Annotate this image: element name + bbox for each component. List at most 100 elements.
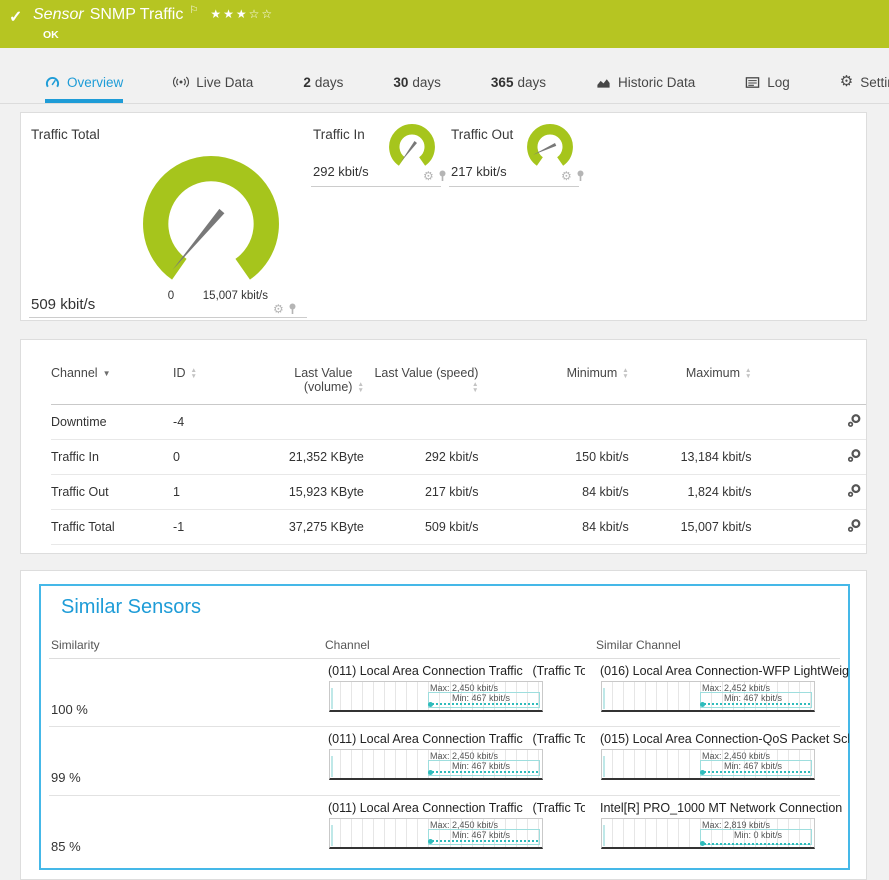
- column-header-similarity: Similarity: [51, 638, 100, 652]
- gauge-total-label: Traffic Total: [31, 127, 100, 142]
- channel-link[interactable]: (011) Local Area Connection Traffic (Tra…: [323, 731, 585, 747]
- similarity-value: 100 %: [51, 702, 88, 717]
- gauge-in-label: Traffic In: [313, 127, 365, 142]
- similar-sensors-box: Similar Sensors Similarity Channel Simil…: [39, 584, 850, 870]
- channel-settings-icon[interactable]: [847, 518, 862, 533]
- pin-icon[interactable]: [576, 170, 585, 182]
- tab-label: Log: [767, 75, 790, 90]
- tab-bar: Overview Live Data 2 days 30 days 365 da…: [0, 62, 889, 104]
- tab-label: days: [412, 75, 441, 90]
- gear-icon[interactable]: ⚙: [561, 170, 572, 182]
- channel-name: Traffic Total: [51, 510, 173, 545]
- gear-icon[interactable]: ⚙: [273, 303, 284, 315]
- channel-table: Channel▼ ID▲▼ Last Value (volume)▲▼ Last…: [51, 358, 866, 545]
- similar-sensors-header-row: Similarity Channel Similar Channel: [49, 636, 840, 659]
- channel-settings-icon[interactable]: [847, 413, 862, 428]
- column-header-channel: Channel: [325, 638, 370, 652]
- gear-icon: ⚙: [840, 76, 853, 88]
- flag-icon[interactable]: ⚐: [189, 5, 198, 16]
- similar-sensors-title: Similar Sensors: [61, 596, 201, 619]
- traffic-in-gauge: [387, 122, 437, 172]
- mini-graph-max: Max: 2,819 kbit/s: [602, 820, 770, 830]
- tab-overview[interactable]: Overview: [45, 62, 123, 103]
- column-header-last-value-volume[interactable]: Last Value (volume)▲▼: [264, 358, 364, 405]
- similar-channel-link[interactable]: Intel[R] PRO_1000 MT Network Connection …: [595, 800, 849, 816]
- similar-channel-mini-graph: Max: 2,452 kbit/s Min: 467 kbit/s: [601, 681, 815, 712]
- gauge-total-value: 509 kbit/s: [31, 296, 95, 313]
- sensor-kind-label: Sensor: [33, 6, 84, 24]
- mini-graph-min: Min: 467 kbit/s: [602, 761, 782, 771]
- tab-label: Historic Data: [618, 75, 695, 90]
- mini-graph-min: Min: 467 kbit/s: [330, 761, 510, 771]
- tab-live-data[interactable]: Live Data: [173, 62, 253, 103]
- mini-graph-min: Min: 467 kbit/s: [330, 830, 510, 840]
- column-header-maximum[interactable]: Maximum▲▼: [629, 358, 752, 405]
- gauge-axis-max: 15,007 kbit/s: [151, 290, 268, 302]
- channel-link[interactable]: (011) Local Area Connection Traffic (Tra…: [323, 663, 585, 679]
- tab-number: 365: [491, 75, 514, 90]
- gauge-needle: [401, 141, 417, 162]
- channel-settings-icon[interactable]: [847, 483, 862, 498]
- column-header-minimum[interactable]: Minimum▲▼: [478, 358, 628, 405]
- gauge-out-value: 217 kbit/s: [451, 164, 507, 179]
- similar-sensor-row: 99 % (011) Local Area Connection Traffic…: [49, 726, 840, 796]
- gauge-out-label: Traffic Out: [451, 127, 513, 142]
- table-row: Traffic Total -1 37,275 KByte 509 kbit/s…: [51, 510, 866, 545]
- similar-sensor-row: 100 % (011) Local Area Connection Traffi…: [49, 658, 840, 727]
- channel-name: Traffic Out: [51, 475, 173, 510]
- tab-settings[interactable]: ⚙ Settings: [840, 62, 889, 103]
- table-row: Downtime -4: [51, 405, 866, 440]
- tab-label: days: [517, 75, 546, 90]
- log-list-icon: [745, 75, 760, 90]
- similarity-value: 99 %: [51, 770, 81, 785]
- tab-365-days[interactable]: 365 days: [491, 62, 546, 103]
- similar-sensors-panel: Similar Sensors Similarity Channel Simil…: [20, 570, 867, 880]
- column-header-similar-channel: Similar Channel: [596, 638, 681, 652]
- channel-name: Traffic In: [51, 440, 173, 475]
- channel-settings-icon[interactable]: [847, 448, 862, 463]
- channel-mini-graph: Max: 2,450 kbit/s Min: 467 kbit/s: [329, 681, 543, 712]
- pin-icon[interactable]: [288, 303, 297, 315]
- mini-graph-max: Max: 2,450 kbit/s: [330, 820, 498, 830]
- tab-label: days: [315, 75, 344, 90]
- gauge-icon: [45, 75, 60, 90]
- mini-graph-max: Max: 2,450 kbit/s: [602, 751, 770, 761]
- tab-2-days[interactable]: 2 days: [303, 62, 343, 103]
- tab-log[interactable]: Log: [745, 62, 790, 103]
- sort-icon: ▲▼: [472, 382, 478, 393]
- column-header-last-value-speed[interactable]: Last Value (speed)▲▼: [364, 358, 479, 405]
- broadcast-icon: [173, 75, 189, 89]
- channel-mini-graph: Max: 2,450 kbit/s Min: 467 kbit/s: [329, 749, 543, 780]
- priority-stars[interactable]: ★★★☆☆: [210, 7, 274, 21]
- traffic-out-gauge: [525, 122, 575, 172]
- channel-link[interactable]: (011) Local Area Connection Traffic (Tra…: [323, 800, 585, 816]
- mini-graph-max: Max: 2,450 kbit/s: [330, 683, 498, 693]
- status-badge: OK: [43, 29, 59, 41]
- channel-table-panel: Channel▼ ID▲▼ Last Value (volume)▲▼ Last…: [20, 339, 867, 554]
- column-header-id[interactable]: ID▲▼: [173, 358, 264, 405]
- mini-graph-min: Min: 467 kbit/s: [330, 693, 510, 703]
- gear-icon[interactable]: ⚙: [423, 170, 434, 182]
- mini-graph-min: Min: 0 kbit/s: [602, 830, 782, 840]
- pin-icon[interactable]: [438, 170, 447, 182]
- area-chart-icon: [596, 75, 611, 90]
- tab-historic-data[interactable]: Historic Data: [596, 62, 695, 103]
- mini-graph-max: Max: 2,452 kbit/s: [602, 683, 770, 693]
- tab-30-days[interactable]: 30 days: [393, 62, 441, 103]
- tab-label: Settings: [860, 75, 889, 90]
- similarity-value: 85 %: [51, 839, 81, 854]
- channel-name: Downtime: [51, 405, 173, 440]
- similar-channel-link[interactable]: (016) Local Area Connection-WFP LightWei…: [595, 663, 849, 679]
- sort-icon: ▲▼: [745, 368, 751, 379]
- tab-number: 30: [393, 75, 408, 90]
- tab-label: Live Data: [196, 75, 253, 90]
- mini-graph-min: Min: 467 kbit/s: [602, 693, 782, 703]
- similar-channel-link[interactable]: (015) Local Area Connection-QoS Packet S…: [595, 731, 849, 747]
- gauge-in-value: 292 kbit/s: [313, 164, 369, 179]
- column-header-channel[interactable]: Channel▼: [51, 358, 173, 405]
- similar-channel-mini-graph: Max: 2,819 kbit/s Min: 0 kbit/s: [601, 818, 815, 849]
- sort-icon: ▲▼: [357, 382, 363, 393]
- similar-channel-mini-graph: Max: 2,450 kbit/s Min: 467 kbit/s: [601, 749, 815, 780]
- table-row: Traffic Out 1 15,923 KByte 217 kbit/s 84…: [51, 475, 866, 510]
- sort-desc-icon: ▼: [103, 369, 111, 378]
